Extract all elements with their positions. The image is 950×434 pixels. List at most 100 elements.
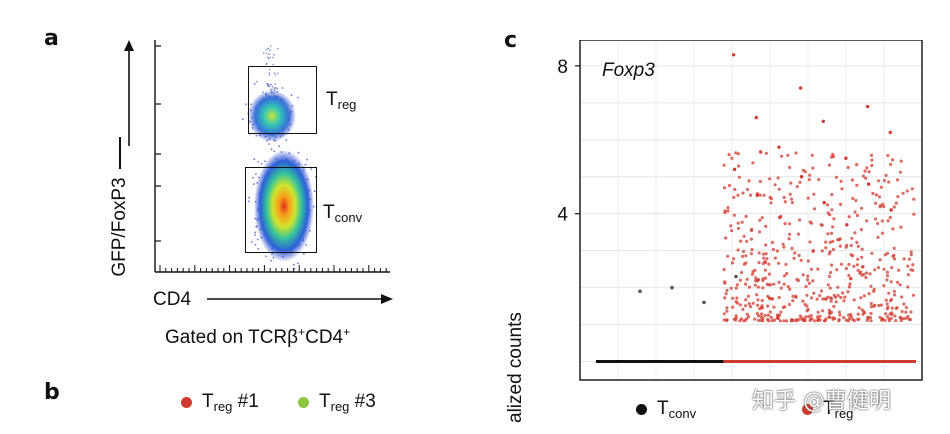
treg-point: [741, 249, 746, 254]
treg-point: [839, 202, 843, 206]
treg-point: [905, 189, 909, 193]
flow-event: [268, 143, 270, 145]
treg-point: [876, 221, 880, 226]
treg-point: [759, 318, 763, 322]
treg-point: [846, 165, 850, 170]
treg-point: [735, 296, 739, 300]
flow-event: [265, 52, 268, 55]
flow-event: [278, 145, 280, 147]
chart-points: [596, 53, 916, 364]
treg-point: [758, 193, 762, 197]
treg-point: [818, 294, 822, 298]
treg-point: [727, 153, 731, 157]
treg-point: [889, 208, 893, 212]
treg-point: [764, 243, 768, 247]
treg-point: [856, 268, 860, 272]
treg-point: [794, 295, 798, 299]
treg-point: [740, 220, 744, 224]
treg-point: [769, 201, 773, 205]
treg-point: [844, 156, 848, 160]
treg-point: [763, 313, 767, 318]
treg-point: [767, 272, 771, 276]
tconv-point: [734, 274, 738, 279]
treg-point: [848, 277, 853, 281]
treg-point: [828, 286, 832, 290]
treg-point: [734, 286, 738, 290]
treg-point: [888, 130, 892, 135]
flow-cytometry-plot: [154, 40, 390, 273]
treg-point: [911, 263, 915, 267]
treg-point: [829, 271, 833, 275]
treg-point: [889, 299, 893, 303]
treg-point: [859, 228, 863, 232]
treg-point: [741, 254, 745, 258]
treg-point: [755, 293, 759, 297]
treg-point: [847, 313, 851, 317]
treg-point: [899, 316, 903, 320]
treg-point: [756, 303, 760, 307]
treg-point: [902, 257, 906, 261]
treg-point: [873, 268, 877, 272]
treg-point: [864, 271, 869, 275]
flow-event: [269, 49, 271, 51]
treg-point: [806, 196, 810, 200]
treg-point: [844, 318, 848, 322]
flow-event: [248, 200, 250, 203]
treg-point: [824, 297, 828, 301]
treg-point: [871, 191, 875, 196]
treg-point: [852, 319, 856, 323]
flow-event: [297, 262, 299, 265]
treg-point: [756, 278, 760, 282]
flow-event: [290, 94, 293, 96]
treg-point: [817, 177, 821, 182]
treg-point: [788, 287, 792, 291]
treg-point: [899, 318, 903, 323]
treg-point: [879, 185, 883, 189]
treg-point: [887, 318, 891, 323]
treg-point: [769, 315, 773, 319]
treg-point: [889, 316, 893, 320]
treg-point: [909, 268, 913, 272]
treg-point: [760, 298, 764, 303]
treg-point: [850, 236, 854, 240]
treg-point: [789, 197, 794, 201]
flow-event: [245, 103, 248, 106]
treg-point: [722, 186, 727, 190]
treg-point: [790, 318, 794, 322]
treg-point: [778, 319, 782, 323]
treg-point: [745, 187, 750, 192]
treg-point: [826, 211, 830, 215]
treg-point: [830, 263, 834, 267]
treg-point: [809, 296, 814, 300]
treg-point: [888, 215, 892, 220]
treg-point: [890, 306, 894, 310]
treg-point: [785, 271, 789, 276]
treg-point: [844, 266, 848, 271]
treg-point: [732, 213, 736, 217]
treg-point: [889, 162, 893, 167]
treg-point: [869, 311, 873, 315]
treg-point: [898, 170, 902, 174]
flow-event: [293, 263, 295, 266]
panel-a-x-label: CD4: [153, 289, 192, 310]
treg-point: [760, 312, 764, 316]
treg-point: [731, 296, 735, 300]
treg-point: [788, 222, 792, 226]
panel-a-letter: a: [44, 26, 59, 51]
treg-point: [808, 173, 812, 177]
treg-point: [866, 316, 870, 320]
treg-point: [792, 256, 796, 260]
treg-point: [755, 193, 759, 197]
treg-point: [853, 231, 857, 235]
treg-point: [726, 206, 730, 210]
treg-point: [883, 253, 887, 257]
treg-point: [735, 301, 739, 305]
treg-point: [832, 217, 836, 221]
panel-a-x-arrow: [207, 294, 393, 304]
treg-point: [725, 288, 729, 292]
treg-point: [723, 280, 727, 284]
treg-point: [877, 179, 881, 183]
treg-point: [910, 187, 914, 191]
flow-event: [271, 85, 274, 88]
treg-point: [878, 315, 882, 319]
